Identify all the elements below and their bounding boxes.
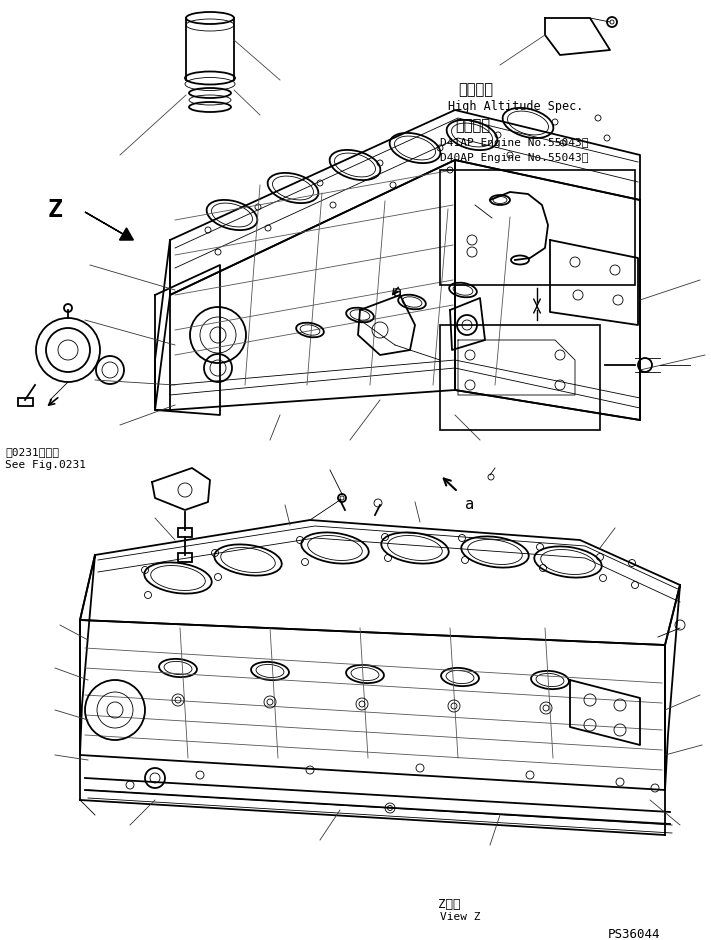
Text: D40AP Engine No.55043～: D40AP Engine No.55043～ <box>440 153 589 163</box>
Bar <box>440 170 635 285</box>
Text: Z: Z <box>48 198 63 222</box>
Text: D41AP Engine No.55043～: D41AP Engine No.55043～ <box>440 138 589 148</box>
Text: a: a <box>393 285 402 300</box>
Text: 第0231図参照: 第0231図参照 <box>5 447 59 457</box>
Bar <box>18 398 33 406</box>
Text: See Fig.0231: See Fig.0231 <box>5 460 86 470</box>
Text: 適用号機: 適用号機 <box>455 118 490 133</box>
Text: 高地仕様: 高地仕様 <box>458 82 493 97</box>
Text: View Z: View Z <box>440 912 481 922</box>
Text: a: a <box>465 497 474 512</box>
Text: High Altitude Spec.: High Altitude Spec. <box>448 100 583 113</box>
Bar <box>178 553 192 562</box>
Bar <box>440 325 600 430</box>
Bar <box>178 528 192 537</box>
Text: PS36044: PS36044 <box>608 928 661 940</box>
FancyArrow shape <box>85 212 134 240</box>
Text: Z　視: Z 視 <box>438 898 461 911</box>
